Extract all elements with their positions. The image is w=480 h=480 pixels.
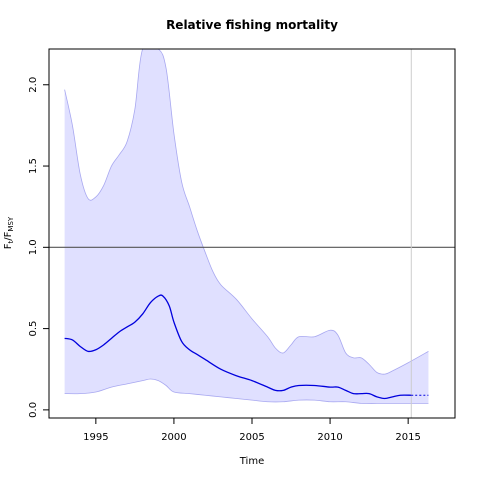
y-tick-label: 0.0: [28, 402, 39, 418]
estimate-line: [64, 294, 412, 400]
y-tick-label: 2.0: [28, 77, 39, 93]
x-tick-label: 2010: [317, 432, 342, 443]
y-axis-title-sub1: t: [7, 240, 15, 243]
y-axis: 0.0 0.5 1.0 1.5 2.0: [28, 77, 49, 418]
x-axis: 1995 2000 2005 2010 2015: [83, 418, 421, 443]
y-tick-label: 1.0: [28, 239, 39, 255]
x-tick-label: 2005: [239, 432, 264, 443]
x-tick-label: 1995: [83, 432, 108, 443]
y-axis-title-main: F: [3, 243, 14, 249]
x-axis-title: Time: [239, 456, 264, 467]
y-axis-title-sub2: MSY: [7, 216, 15, 231]
confidence-upper-line: [64, 49, 429, 375]
x-tick-label: 2015: [395, 432, 420, 443]
y-tick-label: 1.5: [28, 158, 39, 174]
y-axis-title: Ft/FMSY: [3, 216, 15, 249]
y-tick-label: 0.5: [28, 321, 39, 337]
y-axis-title-sep: /F: [3, 231, 14, 240]
chart-title: Relative fishing mortality: [166, 18, 338, 32]
plot-area: [49, 49, 455, 418]
confidence-band: [64, 49, 429, 404]
x-tick-label: 2000: [161, 432, 186, 443]
confidence-lower-line: [64, 378, 429, 404]
